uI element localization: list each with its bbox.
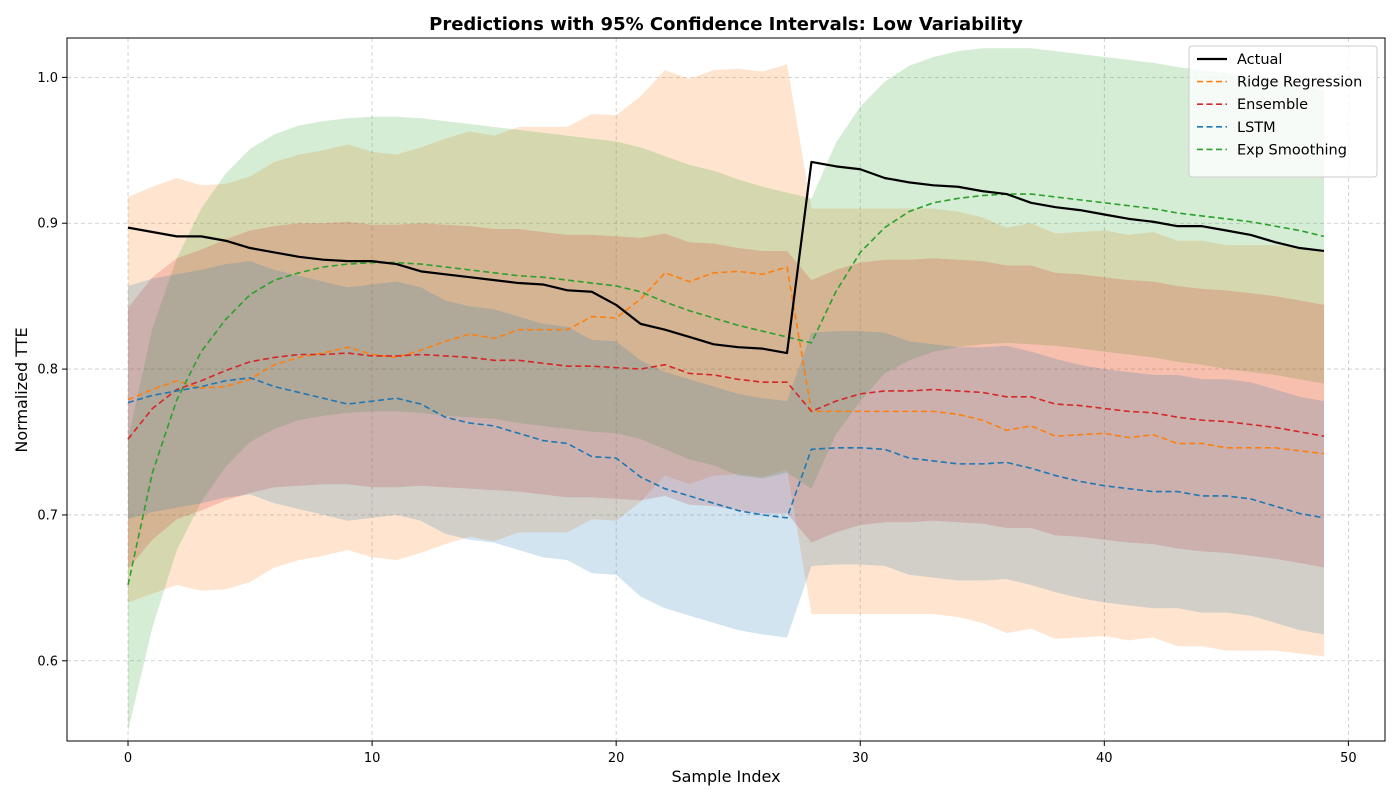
chart-title: Predictions with 95% Confidence Interval… xyxy=(429,14,1023,35)
actual-line xyxy=(127,160,1325,355)
x-tick-label: 10 xyxy=(364,751,381,766)
y-axis-title: Normalized TTE xyxy=(12,327,31,452)
x-tick-label: 20 xyxy=(608,751,625,766)
x-tick-label: 0 xyxy=(124,751,132,766)
x-tick-label: 50 xyxy=(1340,751,1357,766)
ensemble-confidence-band xyxy=(128,221,1324,569)
x-tick-label: 40 xyxy=(1096,751,1113,766)
y-tick-label: 0.9 xyxy=(37,217,58,232)
ensemble-legend-label: Ensemble xyxy=(1237,97,1308,113)
exp-smoothing-line xyxy=(127,193,1325,586)
y-tick-label: 1.0 xyxy=(37,71,58,86)
y-tick-label: 0.8 xyxy=(37,363,58,378)
ensemble-line xyxy=(127,352,1325,440)
legend-box xyxy=(1188,45,1378,178)
exp-smoothing-confidence-band xyxy=(128,48,1324,731)
x-axis-title: Sample Index xyxy=(671,767,780,786)
grid xyxy=(67,38,1385,741)
lstm-legend-label: LSTM xyxy=(1237,120,1276,136)
exp-smoothing-legend-label: Exp Smoothing xyxy=(1237,142,1347,158)
legend: Actual Ridge Regression Ensemble LSTM Exp Sm… xyxy=(1188,45,1378,178)
y-tick-label: 0.6 xyxy=(37,654,58,669)
actual-legend-label: Actual xyxy=(1237,52,1282,68)
y-tick-label: 0.7 xyxy=(37,508,58,523)
axes: 0 10 20 30 40 50 0.6 0.7 0.8 0.9 1.0 xyxy=(37,71,1356,766)
confidence-bands xyxy=(128,48,1324,731)
x-tick-label: 30 xyxy=(852,751,869,766)
lstm-line xyxy=(127,377,1325,519)
series-lines xyxy=(127,160,1325,586)
ridge-regression-line xyxy=(127,266,1325,455)
plot-frame xyxy=(66,37,1386,742)
ridge-regression-confidence-band xyxy=(128,64,1324,657)
ridge-regression-legend-label: Ridge Regression xyxy=(1237,75,1362,91)
